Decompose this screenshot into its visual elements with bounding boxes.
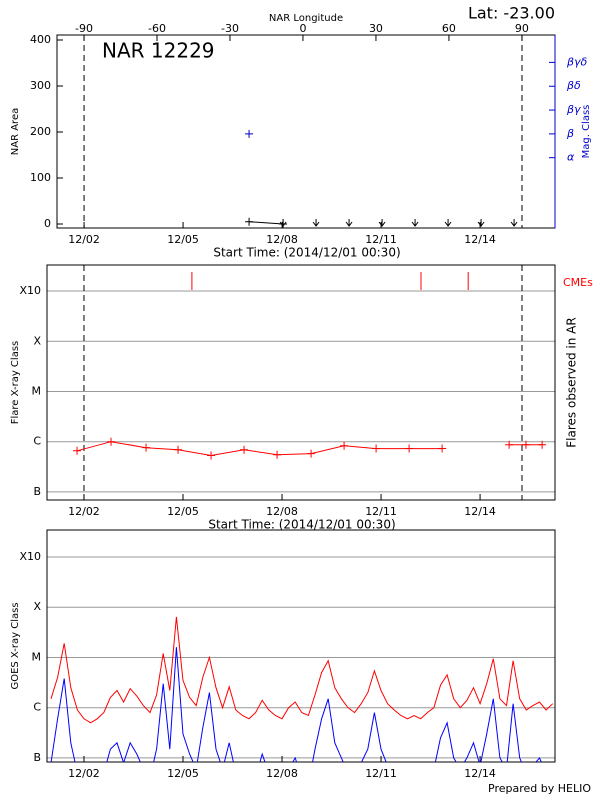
x-axis-title: Start Time: (2014/12/01 00:30) <box>213 246 400 260</box>
x2-tick-label: 90 <box>515 22 529 35</box>
x-tick-label: 12/14 <box>464 505 496 518</box>
y-tick-label: 0 <box>44 217 51 230</box>
y-tick-label: 400 <box>30 33 51 46</box>
y-tick-label: X <box>33 334 41 347</box>
y2-tick-label: βγ <box>566 103 581 116</box>
x-tick-label: 12/05 <box>167 233 199 246</box>
y-tick-label: C <box>33 435 41 448</box>
x-tick-label: 12/05 <box>167 505 199 518</box>
x-tick-label: 12/02 <box>68 505 100 518</box>
y2-tick-label: βδ <box>566 79 581 92</box>
y-axis-title: GOES X-ray Class <box>10 602 21 689</box>
y-tick-label: 100 <box>30 171 51 184</box>
marker <box>505 440 514 449</box>
series-group <box>50 616 554 762</box>
x2-tick-label: 60 <box>442 22 456 35</box>
y-axis-title: Flare X-ray Class <box>10 341 21 425</box>
marker <box>107 437 116 446</box>
cme-label: CMEs <box>563 276 593 289</box>
plot-frame <box>46 264 556 501</box>
y2-tick-label: β <box>566 127 574 140</box>
marker <box>207 451 216 460</box>
x-tick-label: 12/11 <box>365 505 397 518</box>
marker <box>174 445 183 454</box>
x2-axis-title: NAR Longitude <box>269 13 343 24</box>
plot-frame <box>46 529 556 763</box>
marker <box>340 441 349 450</box>
upper-limit-marker <box>411 218 419 227</box>
y-axis-title: NAR Area <box>10 108 21 155</box>
footer: Prepared by HELIO <box>488 782 591 795</box>
y-tick-label: X <box>33 600 41 613</box>
x2-tick-label: -30 <box>221 22 239 35</box>
annotation: Lat: -23.00 <box>468 4 555 23</box>
upper-limit-marker <box>345 218 353 227</box>
y-tick-label: X10 <box>19 550 41 563</box>
x2-tick-label: -90 <box>75 22 93 35</box>
x-tick-label: 12/02 <box>68 767 100 780</box>
marker <box>372 444 381 453</box>
marker <box>538 440 547 449</box>
marker <box>521 440 530 449</box>
y2-axis-title: Flares observed in AR <box>565 317 579 447</box>
marker <box>273 450 282 459</box>
series-line <box>249 221 284 225</box>
y2-tick-label: βγδ <box>566 55 588 68</box>
x-tick-label: 12/05 <box>167 767 199 780</box>
upper-limit-marker <box>279 218 287 227</box>
y-tick-label: 300 <box>30 79 51 92</box>
marker <box>245 217 254 226</box>
x-tick-label: 12/08 <box>266 505 298 518</box>
x-tick-label: 12/11 <box>365 233 397 246</box>
x-tick-label: 12/14 <box>464 233 496 246</box>
y-tick-label: B <box>33 485 41 498</box>
x-axis-title: Start Time: (2014/12/01 00:30) <box>208 518 395 532</box>
y-tick-label: M <box>32 650 42 663</box>
marker <box>73 446 82 455</box>
upper-limit-marker <box>378 218 386 227</box>
y-tick-label: M <box>32 384 42 397</box>
marker <box>142 443 151 452</box>
marker <box>240 445 249 454</box>
x2-tick-label: 0 <box>299 22 306 35</box>
x-tick-label: 12/02 <box>68 233 100 246</box>
x-tick-label: 12/08 <box>266 233 298 246</box>
upper-limit-marker <box>477 218 485 227</box>
marker <box>307 449 316 458</box>
marker <box>245 129 254 138</box>
x2-tick-label: -60 <box>148 22 166 35</box>
y-tick-label: B <box>33 751 41 764</box>
marker <box>405 444 414 453</box>
upper-limit-marker <box>510 218 518 227</box>
y-tick-label: 200 <box>30 125 51 138</box>
y2-axis-title: Mag. Class <box>581 105 592 159</box>
x2-tick-label: 30 <box>369 22 383 35</box>
upper-limit-marker <box>312 218 320 227</box>
marker <box>438 444 447 453</box>
series-group <box>73 437 547 460</box>
x-tick-label: 12/11 <box>365 767 397 780</box>
upper-limit-marker <box>444 218 452 227</box>
y-tick-label: C <box>33 701 41 714</box>
y-tick-label: X10 <box>19 284 41 297</box>
series-line <box>50 616 554 724</box>
x-tick-label: 12/08 <box>266 767 298 780</box>
chart-title: NAR 12229 <box>102 39 215 63</box>
series-line <box>50 647 542 762</box>
y2-tick-label: α <box>567 151 575 164</box>
x-tick-label: 12/14 <box>464 767 496 780</box>
